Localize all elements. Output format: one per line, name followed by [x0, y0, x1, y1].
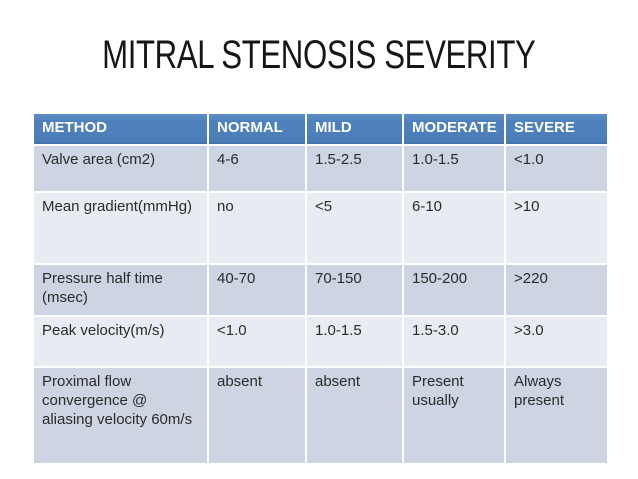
- method-cell: Pressure half time (msec): [32, 263, 209, 317]
- value-cell: 1.0-1.5: [305, 315, 404, 368]
- value-cell: Present usually: [402, 366, 506, 465]
- table-row: Valve area (cm2) 4-6 1.5-2.5 1.0-1.5 <1.…: [32, 144, 609, 193]
- value-cell: no: [207, 191, 307, 265]
- value-cell: 150-200: [402, 263, 506, 317]
- value-cell: 4-6: [207, 144, 307, 193]
- value-cell: 1.5-3.0: [402, 315, 506, 368]
- col-header-moderate: MODERATE: [402, 112, 506, 146]
- value-cell: Always present: [504, 366, 609, 465]
- col-header-mild: MILD: [305, 112, 404, 146]
- title-container: MITRAL STENOSIS SEVERITY: [0, 0, 638, 76]
- value-cell: absent: [305, 366, 404, 465]
- value-cell: <5: [305, 191, 404, 265]
- table-row: Mean gradient(mmHg) no <5 6-10 >10: [32, 191, 609, 265]
- col-header-severe: SEVERE: [504, 112, 609, 146]
- method-cell: Valve area (cm2): [32, 144, 209, 193]
- col-header-method: METHOD: [32, 112, 209, 146]
- value-cell: >220: [504, 263, 609, 317]
- table-row: Peak velocity(m/s) <1.0 1.0-1.5 1.5-3.0 …: [32, 315, 609, 368]
- col-header-normal: NORMAL: [207, 112, 307, 146]
- table-row: Pressure half time (msec) 40-70 70-150 1…: [32, 263, 609, 317]
- value-cell: 70-150: [305, 263, 404, 317]
- method-cell: Proximal flow convergence @ aliasing vel…: [32, 366, 209, 465]
- value-cell: 1.5-2.5: [305, 144, 404, 193]
- value-cell: <1.0: [207, 315, 307, 368]
- header-row: METHOD NORMAL MILD MODERATE SEVERE: [32, 112, 609, 146]
- slide-title: MITRAL STENOSIS SEVERITY: [102, 33, 536, 77]
- value-cell: 1.0-1.5: [402, 144, 506, 193]
- value-cell: absent: [207, 366, 307, 465]
- method-cell: Mean gradient(mmHg): [32, 191, 209, 265]
- value-cell: <1.0: [504, 144, 609, 193]
- value-cell: 40-70: [207, 263, 307, 317]
- method-cell: Peak velocity(m/s): [32, 315, 209, 368]
- table-row: Proximal flow convergence @ aliasing vel…: [32, 366, 609, 465]
- value-cell: 6-10: [402, 191, 506, 265]
- value-cell: >3.0: [504, 315, 609, 368]
- severity-table: METHOD NORMAL MILD MODERATE SEVERE Valve…: [32, 112, 609, 465]
- value-cell: >10: [504, 191, 609, 265]
